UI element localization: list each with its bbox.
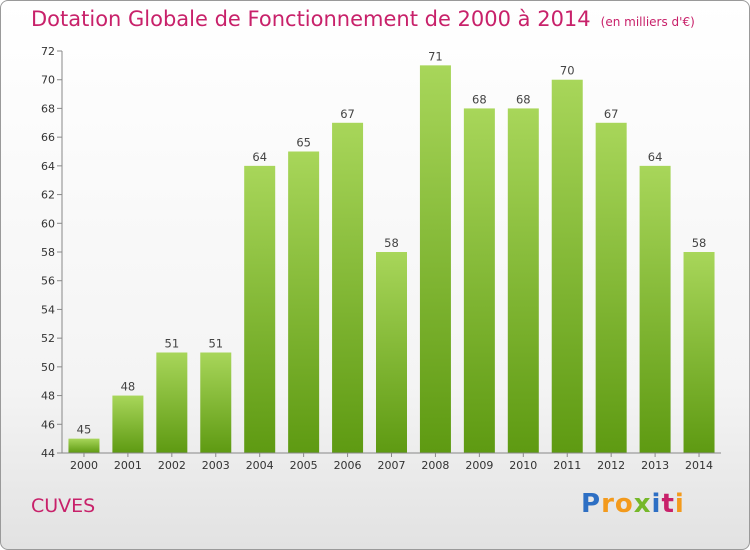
chart-title: Dotation Globale de Fonctionnement de 20… xyxy=(31,7,695,31)
x-tick-label-2008: 2008 xyxy=(421,459,449,472)
y-tick-label: 56 xyxy=(41,275,55,288)
value-label-2006: 67 xyxy=(340,107,355,121)
y-tick-label: 68 xyxy=(41,102,55,115)
value-label-2005: 65 xyxy=(296,136,311,150)
x-tick-label-2011: 2011 xyxy=(553,459,581,472)
x-tick-label-2014: 2014 xyxy=(685,459,713,472)
x-tick-label-2006: 2006 xyxy=(334,459,362,472)
chart-title-text: Dotation Globale de Fonctionnement de 20… xyxy=(31,7,591,31)
y-tick-label: 66 xyxy=(41,131,55,144)
logo-letter: t xyxy=(661,489,675,519)
logo-letter: i xyxy=(651,489,662,519)
value-label-2008: 71 xyxy=(428,49,443,63)
logo-letter: x xyxy=(633,489,652,519)
value-label-2013: 64 xyxy=(648,150,663,164)
bar-2007 xyxy=(376,252,407,453)
y-tick-label: 52 xyxy=(41,332,55,345)
bar-2002 xyxy=(156,352,188,453)
y-tick-label: 70 xyxy=(41,74,55,87)
value-label-2003: 51 xyxy=(208,337,223,351)
logo-letter: P xyxy=(581,489,602,519)
proxiti-logo: Proxiti xyxy=(581,489,685,519)
y-tick-label: 54 xyxy=(41,303,55,316)
bar-2012 xyxy=(595,122,627,454)
y-tick-label: 62 xyxy=(41,189,55,202)
value-label-2004: 64 xyxy=(252,150,267,164)
value-label-2001: 48 xyxy=(121,380,136,394)
y-tick-label: 48 xyxy=(41,390,55,403)
logo-letter: i xyxy=(674,489,685,519)
bar-2006 xyxy=(332,122,364,454)
value-label-2014: 58 xyxy=(692,236,707,250)
logo-letter: o xyxy=(614,489,634,519)
value-label-2002: 51 xyxy=(165,337,180,351)
commune-name: CUVES xyxy=(31,495,96,517)
x-tick-label-2002: 2002 xyxy=(158,459,186,472)
y-tick-label: 64 xyxy=(41,160,55,173)
value-label-2000: 45 xyxy=(77,423,92,437)
x-tick-label-2003: 2003 xyxy=(202,459,230,472)
value-label-2009: 68 xyxy=(472,92,487,106)
x-tick-label-2004: 2004 xyxy=(246,459,274,472)
x-tick-label-2012: 2012 xyxy=(597,459,625,472)
chart-subtitle: (en milliers d'€) xyxy=(600,15,695,29)
bar-2000 xyxy=(68,438,100,453)
bar-2001 xyxy=(112,395,144,453)
y-tick-label: 72 xyxy=(41,45,55,58)
bar-2008 xyxy=(419,65,451,453)
x-tick-label-2000: 2000 xyxy=(70,459,98,472)
bar-2005 xyxy=(288,151,320,453)
y-tick-label: 58 xyxy=(41,246,55,259)
bar-2010 xyxy=(507,108,539,453)
bar-2003 xyxy=(200,352,232,453)
bar-2011 xyxy=(551,79,583,453)
y-tick-label: 60 xyxy=(41,217,55,230)
x-tick-label-2013: 2013 xyxy=(641,459,669,472)
value-label-2011: 70 xyxy=(560,64,575,78)
bar-2004 xyxy=(244,165,276,453)
value-label-2010: 68 xyxy=(516,92,531,106)
value-label-2012: 67 xyxy=(604,107,619,121)
logo-letter: r xyxy=(601,489,615,519)
y-tick-label: 50 xyxy=(41,361,55,374)
bar-2013 xyxy=(639,165,671,453)
x-tick-label-2005: 2005 xyxy=(290,459,318,472)
y-tick-label: 46 xyxy=(41,418,55,431)
x-tick-label-2009: 2009 xyxy=(465,459,493,472)
bar-2014 xyxy=(683,252,715,453)
y-tick-label: 44 xyxy=(41,447,55,460)
x-tick-label-2010: 2010 xyxy=(509,459,537,472)
bar-2009 xyxy=(463,108,495,453)
value-label-2007: 58 xyxy=(384,236,399,250)
x-tick-label-2007: 2007 xyxy=(378,459,406,472)
x-tick-label-2001: 2001 xyxy=(114,459,142,472)
